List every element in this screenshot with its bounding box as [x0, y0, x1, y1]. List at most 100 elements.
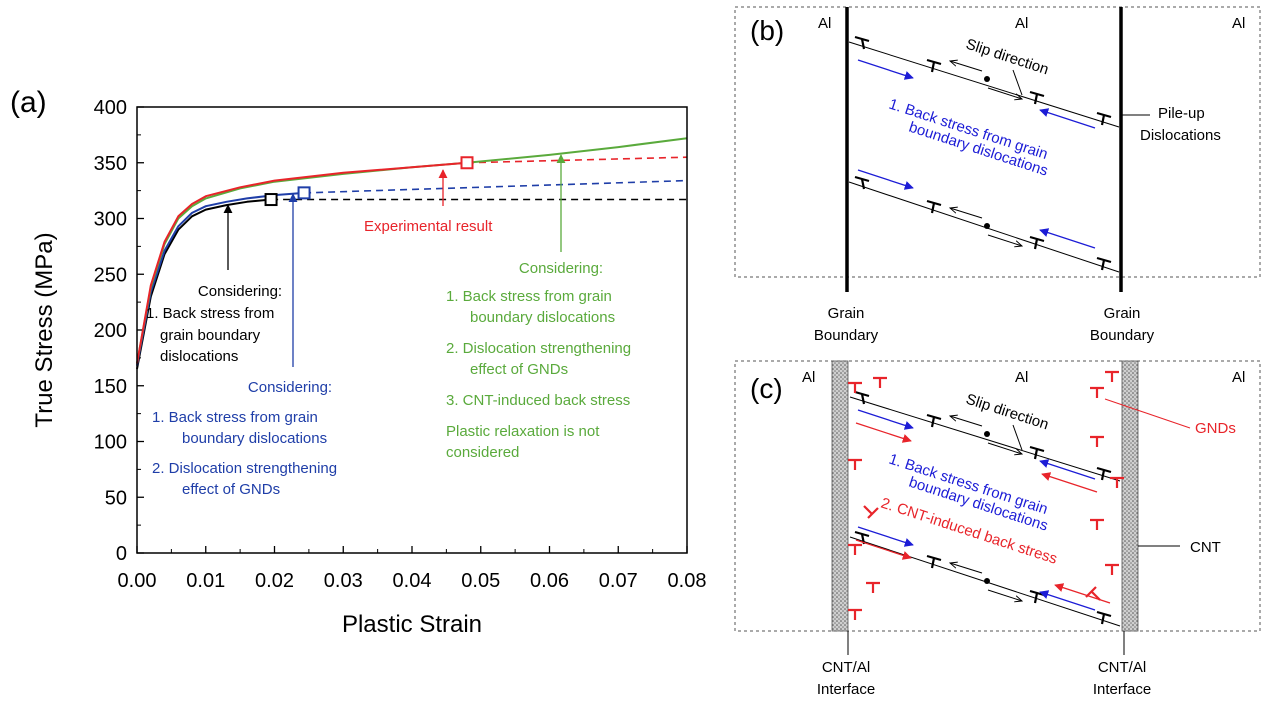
back-stress-arrow — [857, 169, 914, 190]
x-tick-label: 0.05 — [461, 570, 500, 592]
slip-direction-leader — [1012, 69, 1023, 96]
dislocation-symbol — [1096, 256, 1112, 271]
grain-boundary-label: Grain — [1104, 305, 1141, 322]
series-marker — [460, 156, 474, 170]
slip-arrow — [950, 61, 983, 72]
gnd-symbol — [848, 458, 862, 470]
gnd-symbol — [848, 381, 862, 393]
y-tick-label: 100 — [94, 432, 127, 454]
gnd-symbol — [1105, 370, 1119, 382]
back-stress-arrow — [857, 526, 914, 547]
slip-direction-label: Slip direction — [964, 36, 1051, 79]
green-annotation-line: Plastic relaxation is not — [446, 423, 600, 440]
gnd-symbol — [848, 543, 862, 555]
grain-boundary-label: Boundary — [1090, 327, 1155, 344]
al-label: Al — [1232, 15, 1245, 32]
dislocation-symbol — [1096, 610, 1112, 625]
gnd-symbol — [848, 608, 862, 620]
x-tick-label: 0.03 — [324, 570, 363, 592]
gnd-symbol — [1090, 435, 1104, 447]
x-tick-label: 0.01 — [186, 570, 225, 592]
cnt-label: CNT — [1190, 539, 1221, 556]
dislocation-symbol — [854, 175, 870, 190]
cnt-left — [831, 360, 849, 632]
black-annotation: Considering: 1. Back stress from grain b… — [146, 283, 282, 365]
x-tick-label: 0.04 — [393, 570, 432, 592]
green-annotation-line: 3. CNT-induced back stress — [446, 392, 630, 409]
dislocation-symbol — [926, 199, 942, 214]
y-tick-label: 150 — [94, 376, 127, 398]
slip-direction-leader — [1012, 424, 1023, 451]
al-label: Al — [1232, 369, 1245, 386]
y-tick-label: 400 — [94, 97, 127, 119]
cnt-back-stress-arrow — [855, 422, 912, 443]
cnt-back-stress-arrow — [1054, 583, 1111, 604]
blue-annotation-line: effect of GNDs — [182, 481, 280, 498]
green-annotation-line: effect of GNDs — [470, 361, 568, 378]
blue-annotation: Considering: 1. Back stress from grain b… — [152, 379, 337, 498]
blue-annotation-line: 1. Back stress from grain — [152, 409, 318, 426]
back-stress-arrow — [1039, 228, 1096, 249]
series-dashed-line — [304, 179, 688, 194]
series-solid-line — [136, 161, 468, 364]
series-marker — [297, 186, 311, 200]
dislocation-symbol — [926, 554, 942, 569]
panel-b-frame — [734, 6, 1261, 278]
panel-b-label: (b) — [750, 15, 784, 46]
green-annotation-line: Considering: — [519, 260, 603, 277]
slip-plane — [848, 41, 1120, 128]
series-lines — [136, 137, 688, 370]
x-axis-label: Plastic Strain — [342, 611, 482, 638]
y-tick-label: 0 — [116, 543, 127, 565]
x-tick-label: 0.08 — [668, 570, 707, 592]
source-dot — [984, 76, 990, 82]
slip-arrow — [987, 234, 1022, 246]
dislocation-symbol — [854, 390, 870, 405]
dislocation-symbols — [854, 390, 1112, 625]
pileup-label: Dislocations — [1140, 127, 1221, 144]
x-tick-label: 0.06 — [530, 570, 569, 592]
black-annotation-line: grain boundary — [160, 327, 261, 344]
x-tick-label: 0.02 — [255, 570, 294, 592]
back-stress-arrow — [857, 409, 914, 430]
cnt-back-stress-arrow — [855, 539, 912, 560]
al-label: Al — [818, 15, 831, 32]
al-label: Al — [802, 369, 815, 386]
gnd-symbol — [1110, 476, 1124, 488]
dislocation-symbols — [854, 35, 1112, 271]
blue-annotation-line: boundary dislocations — [182, 430, 327, 447]
source-dot — [984, 578, 990, 584]
slip-plane — [849, 396, 1121, 482]
al-label: Al — [1015, 369, 1028, 386]
black-annotation-line: dislocations — [160, 348, 238, 365]
green-annotation-line: 1. Back stress from grain — [446, 288, 612, 305]
slip-arrow — [950, 208, 983, 219]
red-annotation: Experimental result — [364, 218, 493, 235]
panel-c-frame — [734, 360, 1261, 632]
y-tick-label: 200 — [94, 320, 127, 342]
gnds-leader — [1104, 398, 1191, 429]
gnd-symbol — [1105, 563, 1119, 575]
pileup-label: Pile-up — [1158, 105, 1205, 122]
source-dot — [984, 223, 990, 229]
black-annotation-line: Considering: — [198, 283, 282, 300]
blue-annotation-line: 2. Dislocation strengthening — [152, 460, 337, 477]
slip-arrow — [950, 416, 983, 427]
slip-arrow — [950, 563, 983, 574]
panel-c: (c) Al Al Al — [734, 360, 1261, 698]
slip-arrow — [987, 87, 1022, 99]
slip-direction-label: Slip direction — [964, 391, 1051, 434]
gnds-label: GNDs — [1195, 420, 1236, 437]
plot-frame — [136, 106, 688, 554]
dislocation-symbol — [1096, 466, 1112, 481]
series-solid-line — [136, 198, 272, 370]
series-dashed-line — [466, 156, 688, 164]
source-dot — [984, 431, 990, 437]
green-annotation-line: considered — [446, 444, 519, 461]
series-marker — [264, 193, 278, 207]
gnd-symbol — [1090, 386, 1104, 398]
gnd-symbol — [1090, 518, 1104, 530]
back-stress-arrow — [1039, 108, 1096, 129]
